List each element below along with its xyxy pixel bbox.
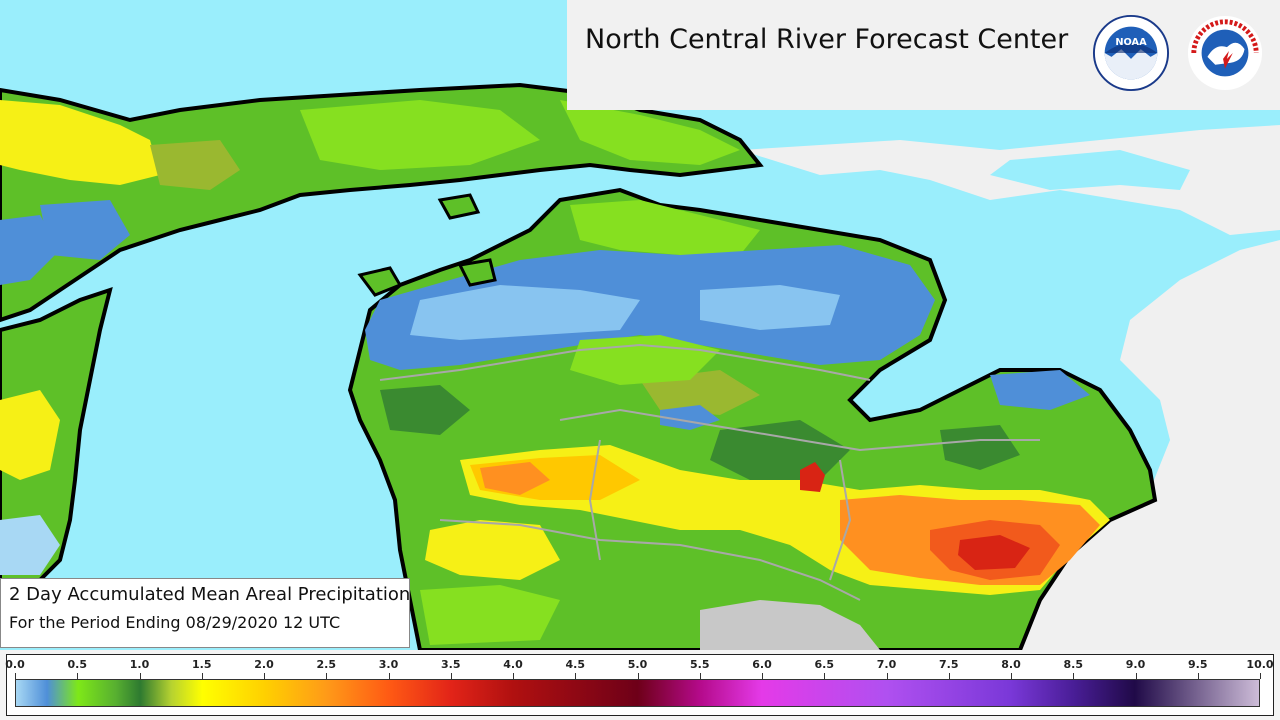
- legend-tick-label: 0.5: [67, 658, 88, 671]
- legend-tick-mark: [948, 673, 950, 679]
- legend-color-ramp: [15, 679, 1260, 707]
- legend-tick-label: 4.0: [503, 658, 523, 671]
- legend-tick-mark: [450, 673, 452, 679]
- legend-tick-label: 8.5: [1063, 658, 1084, 671]
- header-panel: [567, 0, 1280, 110]
- legend-tick-mark: [886, 673, 888, 679]
- legend-tick-mark: [1260, 673, 1261, 679]
- nws-logo: [1187, 15, 1263, 91]
- nlp-light-blue-east: [700, 285, 840, 330]
- dark-green-1: [380, 385, 470, 435]
- caption-box: [0, 578, 410, 648]
- legend-tick-mark: [1011, 673, 1012, 679]
- red-spot-central: [800, 462, 825, 492]
- legend-tick-label: 8.0: [1001, 658, 1021, 671]
- legend-tick-mark: [77, 673, 79, 679]
- legend-tick-mark: [139, 673, 141, 679]
- legend-tick-label: 1.5: [192, 658, 212, 671]
- legend-tick-label: 9.5: [1188, 658, 1208, 671]
- legend-tick-mark: [15, 673, 16, 679]
- legend-tick-mark: [388, 673, 390, 679]
- thumb-blue: [990, 370, 1090, 410]
- light-green-south: [420, 585, 560, 645]
- legend-tick-label: 2.0: [254, 658, 274, 671]
- up-blue-region: [40, 200, 130, 260]
- map-caption-period: For the Period Ending 08/29/2020 12 UTC: [9, 613, 341, 632]
- legend-tick-label: 7.5: [939, 658, 959, 671]
- georgian-bay: [990, 150, 1190, 190]
- legend-tick-label: 4.5: [565, 658, 586, 671]
- legend-tick-label: 1.0: [129, 658, 150, 671]
- up-light-green: [300, 100, 540, 170]
- map-caption-title: 2 Day Accumulated Mean Areal Precipitati…: [9, 584, 411, 605]
- wisconsin-lightblue: [0, 515, 60, 575]
- legend-tick-mark: [575, 673, 577, 679]
- island-1: [357, 266, 403, 297]
- legend-tick-label: 9.0: [1125, 658, 1146, 671]
- up-olive-region: [150, 140, 240, 190]
- legend-tick-mark: [1197, 673, 1199, 679]
- red-core: [958, 535, 1030, 570]
- legend-tick-mark: [201, 673, 203, 679]
- nlp-north-green: [570, 200, 760, 255]
- svg-text:NOAA: NOAA: [1115, 37, 1147, 48]
- legend-tick-mark: [762, 673, 763, 679]
- yellow-southwest: [425, 520, 560, 580]
- ontario-land: [700, 110, 1280, 650]
- nlp-blue-band: [365, 245, 935, 370]
- orange-west: [480, 462, 550, 495]
- legend-tick-mark: [637, 673, 639, 679]
- legend-tick-mark: [513, 673, 514, 679]
- legend-tick-label: 5.5: [690, 658, 710, 671]
- legend-tick-label: 0.0: [5, 658, 25, 671]
- legend-tick-mark: [1073, 673, 1075, 679]
- dark-green-3: [940, 425, 1020, 470]
- ohio-gray: [700, 600, 880, 650]
- page-title: North Central River Forecast Center: [585, 24, 1069, 55]
- legend-tick-mark: [1135, 673, 1137, 679]
- legend-tick-mark: [824, 673, 826, 679]
- island-3: [437, 193, 481, 220]
- legend-tick-mark: [699, 673, 701, 679]
- legend-tick-mark: [264, 673, 265, 679]
- legend-tick-label: 6.5: [814, 658, 835, 671]
- island-2: [457, 258, 497, 287]
- basin-borders: [379, 343, 1040, 601]
- legend-tick-label: 2.5: [316, 658, 337, 671]
- wisconsin-north-blue: [0, 215, 60, 285]
- legend-tick-mark: [326, 673, 328, 679]
- legend-tick-label: 10.0: [1246, 658, 1274, 671]
- nlp-light-blue: [410, 285, 640, 340]
- legend-tick-label: 7.0: [876, 658, 897, 671]
- noaa-logo: NOAA: [1092, 14, 1170, 92]
- up-east-green: [560, 100, 740, 165]
- wisconsin-yellow: [0, 390, 60, 480]
- up-yellow-region: [0, 100, 160, 185]
- legend-tick-label: 3.0: [378, 658, 399, 671]
- legend-tick-label: 6.0: [752, 658, 772, 671]
- legend-tick-label: 5.0: [627, 658, 648, 671]
- legend-tick-label: 3.5: [441, 658, 461, 671]
